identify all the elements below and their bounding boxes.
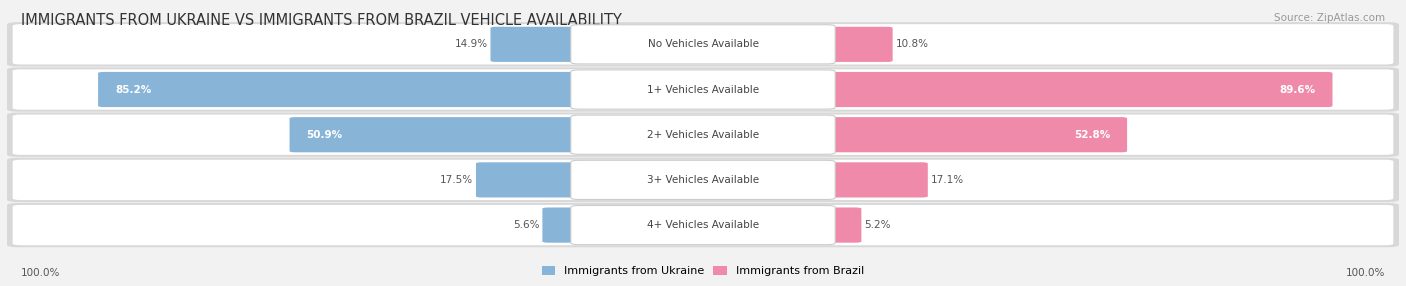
FancyBboxPatch shape: [13, 69, 1393, 110]
FancyBboxPatch shape: [98, 72, 585, 107]
FancyBboxPatch shape: [13, 115, 1393, 155]
FancyBboxPatch shape: [571, 70, 835, 109]
FancyBboxPatch shape: [7, 158, 1399, 202]
Text: 50.9%: 50.9%: [307, 130, 343, 140]
FancyBboxPatch shape: [821, 72, 1333, 107]
Text: 10.8%: 10.8%: [896, 39, 928, 49]
Text: 17.5%: 17.5%: [440, 175, 474, 185]
Text: No Vehicles Available: No Vehicles Available: [648, 39, 758, 49]
Text: 100.0%: 100.0%: [1346, 268, 1385, 278]
FancyBboxPatch shape: [290, 117, 585, 152]
Text: 85.2%: 85.2%: [115, 85, 152, 94]
Text: 52.8%: 52.8%: [1074, 130, 1111, 140]
Text: 2+ Vehicles Available: 2+ Vehicles Available: [647, 130, 759, 140]
FancyBboxPatch shape: [571, 160, 835, 200]
FancyBboxPatch shape: [13, 160, 1393, 200]
Text: 89.6%: 89.6%: [1279, 85, 1316, 94]
FancyBboxPatch shape: [13, 205, 1393, 245]
Text: 17.1%: 17.1%: [931, 175, 963, 185]
Text: 4+ Vehicles Available: 4+ Vehicles Available: [647, 220, 759, 230]
FancyBboxPatch shape: [543, 208, 585, 243]
Text: 14.9%: 14.9%: [454, 39, 488, 49]
FancyBboxPatch shape: [821, 117, 1128, 152]
Text: 5.6%: 5.6%: [513, 220, 540, 230]
FancyBboxPatch shape: [821, 162, 928, 197]
FancyBboxPatch shape: [571, 115, 835, 154]
FancyBboxPatch shape: [13, 24, 1393, 65]
FancyBboxPatch shape: [821, 208, 862, 243]
Text: 3+ Vehicles Available: 3+ Vehicles Available: [647, 175, 759, 185]
FancyBboxPatch shape: [821, 27, 893, 62]
Text: IMMIGRANTS FROM UKRAINE VS IMMIGRANTS FROM BRAZIL VEHICLE AVAILABILITY: IMMIGRANTS FROM UKRAINE VS IMMIGRANTS FR…: [21, 13, 621, 28]
Text: 5.2%: 5.2%: [865, 220, 890, 230]
Text: Source: ZipAtlas.com: Source: ZipAtlas.com: [1274, 13, 1385, 23]
FancyBboxPatch shape: [7, 67, 1399, 112]
FancyBboxPatch shape: [571, 205, 835, 245]
FancyBboxPatch shape: [477, 162, 585, 197]
FancyBboxPatch shape: [571, 25, 835, 64]
Text: 100.0%: 100.0%: [21, 268, 60, 278]
Text: 1+ Vehicles Available: 1+ Vehicles Available: [647, 85, 759, 94]
FancyBboxPatch shape: [491, 27, 585, 62]
FancyBboxPatch shape: [7, 113, 1399, 157]
FancyBboxPatch shape: [7, 22, 1399, 67]
Legend: Immigrants from Ukraine, Immigrants from Brazil: Immigrants from Ukraine, Immigrants from…: [543, 266, 863, 276]
FancyBboxPatch shape: [7, 203, 1399, 247]
